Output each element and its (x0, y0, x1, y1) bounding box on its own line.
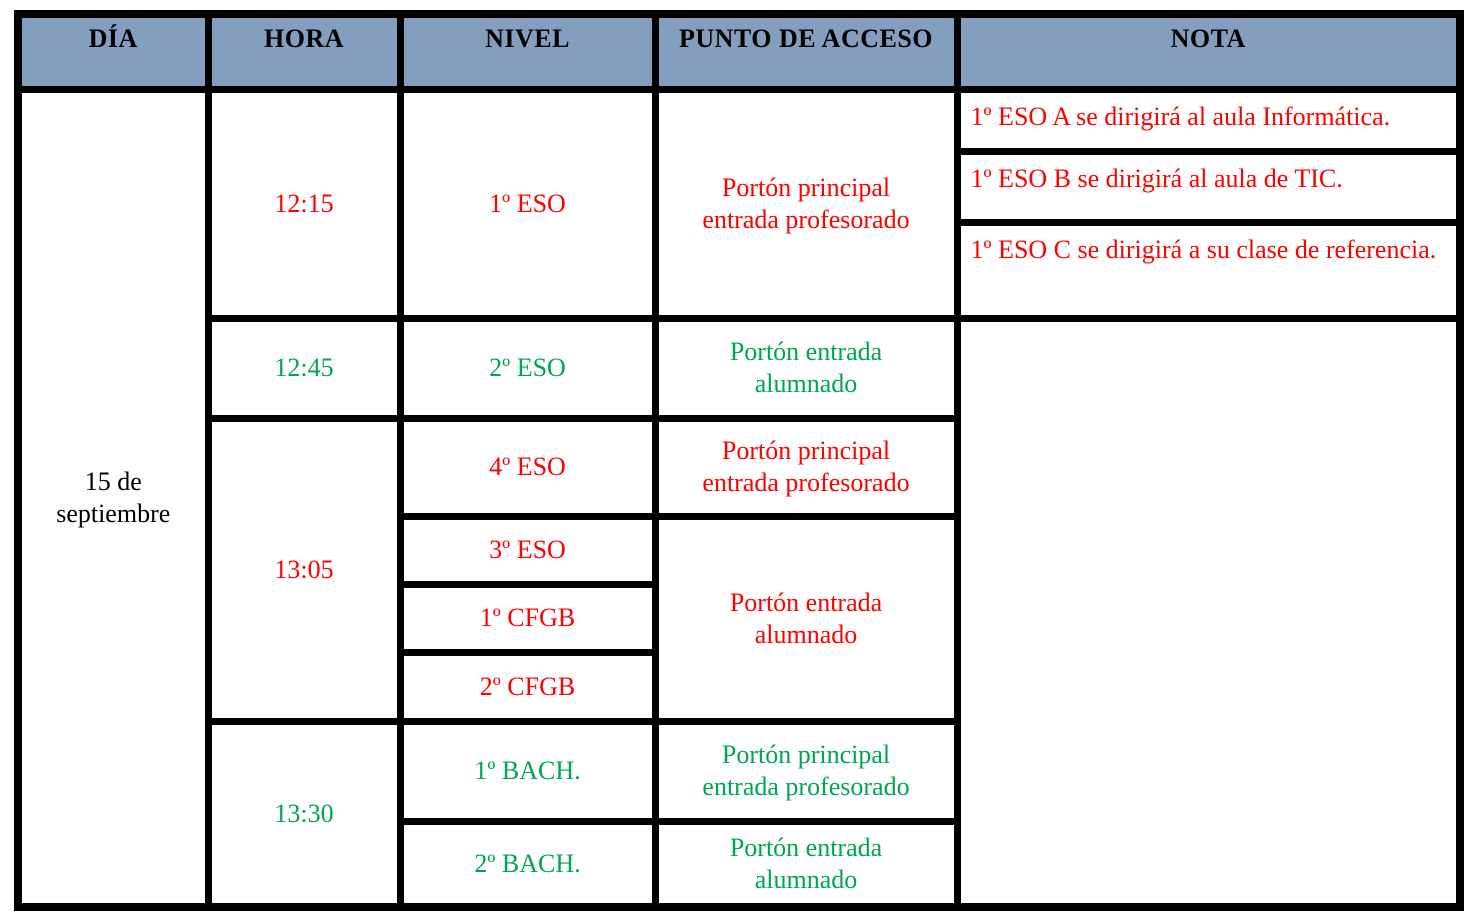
schedule-table: DÍA HORA NIVEL PUNTO DE ACCESO NOTA 15 d… (14, 10, 1464, 911)
row-1215-nota-b: 1º ESO B se dirigirá al aula de TIC. (18, 147, 1464, 226)
day-text: 15 de septiembre (56, 467, 171, 528)
row-1245: 12:45 2º ESO Portón entrada alumnado (18, 314, 1464, 911)
row-1330-2bach: 2º BACH. Portón entrada alumnado (18, 817, 1460, 911)
nota-cell-1eso-a: 1º ESO A se dirigirá al aula Informática… (953, 85, 1464, 155)
punto-text: Portón principal entrada profesorado (702, 436, 910, 497)
nivel-cell-2cfgb: 2º CFGB (396, 648, 659, 725)
hora-cell-1215: 12:15 (204, 85, 404, 322)
hora-cell-1330: 13:30 (204, 717, 404, 911)
hora-cell-1245: 12:45 (204, 314, 404, 422)
nivel-cell-1bach: 1º BACH. (396, 717, 659, 825)
hora-cell-1305: 13:05 (204, 414, 404, 725)
row-1305-2cfgb: 2º CFGB (18, 648, 1460, 725)
nivel-cell-2eso: 2º ESO (396, 314, 659, 422)
day-cell: 15 de septiembre (14, 85, 212, 911)
punto-cell-1eso: Portón principal entrada profesorado (651, 85, 961, 322)
nota-cell-1eso-b: 1º ESO B se dirigirá al aula de TIC. (953, 147, 1464, 226)
nivel-cell-4eso: 4º ESO (396, 414, 659, 520)
header-cell-hora: HORA (204, 10, 404, 93)
header-row: DÍA HORA NIVEL PUNTO DE ACCESO NOTA (14, 10, 1464, 93)
punto-text: Portón entrada alumnado (729, 337, 883, 398)
row-1330-1bach: 13:30 1º BACH. Portón principal entrada … (18, 717, 1460, 911)
punto-text: Portón principal entrada profesorado (702, 172, 910, 234)
nivel-cell-2bach: 2º BACH. (396, 817, 659, 911)
nivel-cell-1eso: 1º ESO (396, 85, 659, 322)
punto-text: Portón principal entrada profesorado (702, 740, 910, 801)
punto-cell-4eso: Portón principal entrada profesorado (651, 414, 961, 520)
row-1305-1cfgb: 1º CFGB (18, 580, 1460, 656)
punto-text: Portón entrada alumnado (729, 833, 883, 894)
row-1215-nota-c: 1º ESO C se dirigirá a su clase de refer… (18, 218, 1464, 322)
header-cell-dia: DÍA (14, 10, 212, 93)
nota-cell-empty (953, 314, 1464, 911)
row-1305-4eso: 13:05 4º ESO Portón principal entrada pr… (18, 414, 1460, 725)
punto-text: Portón entrada alumnado (729, 587, 883, 649)
header-cell-punto: PUNTO DE ACCESO (651, 10, 961, 93)
nota-cell-1eso-c: 1º ESO C se dirigirá a su clase de refer… (953, 218, 1464, 322)
nivel-cell-3eso: 3º ESO (396, 512, 659, 588)
row-1215-nota-a: 15 de septiembre 12:15 1º ESO Portón pri… (14, 85, 1464, 911)
nivel-cell-1cfgb: 1º CFGB (396, 580, 659, 656)
row-1305-3eso: 3º ESO Portón entrada alumnado (18, 512, 1460, 725)
header-cell-nota: NOTA (953, 10, 1464, 93)
punto-cell-2bach: Portón entrada alumnado (651, 817, 961, 911)
header-cell-nivel: NIVEL (396, 10, 659, 93)
punto-cell-2eso: Portón entrada alumnado (651, 314, 961, 422)
punto-cell-1bach: Portón principal entrada profesorado (651, 717, 961, 825)
punto-cell-3eso-cfgb: Portón entrada alumnado (651, 512, 961, 725)
